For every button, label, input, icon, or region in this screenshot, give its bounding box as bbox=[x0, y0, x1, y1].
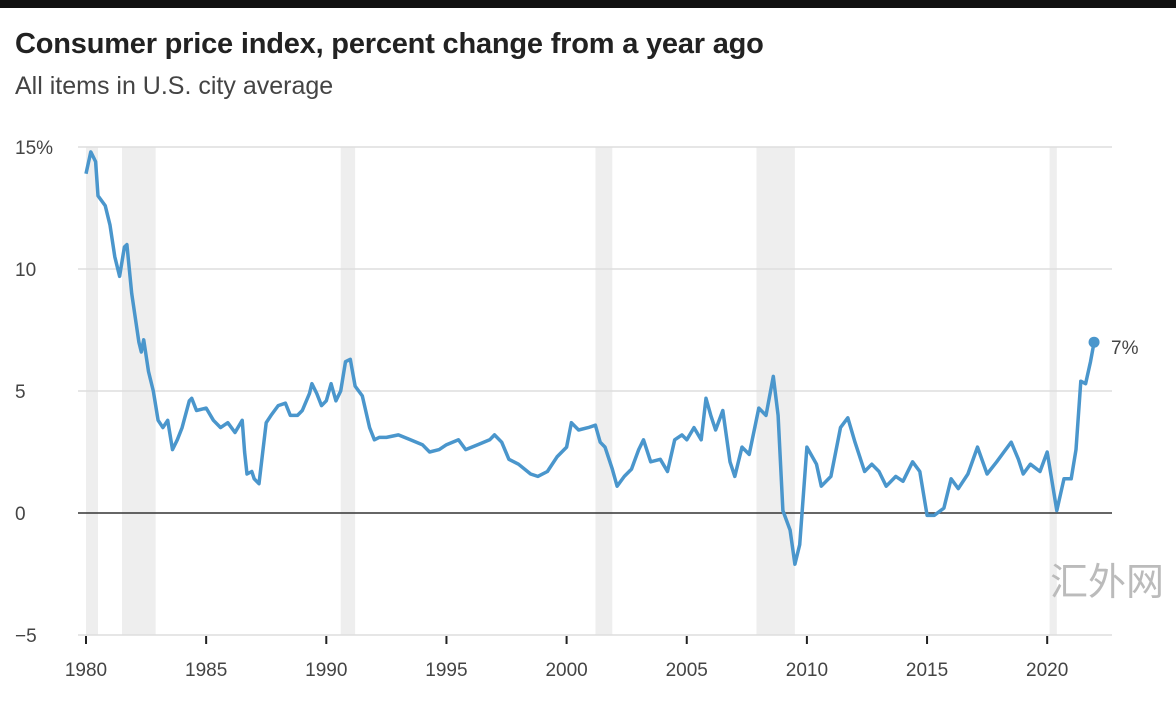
watermark: 汇外网 bbox=[1050, 560, 1165, 604]
x-tick-label: 2015 bbox=[906, 660, 948, 681]
x-tick-label: 2010 bbox=[786, 660, 828, 681]
x-tick-label: 1995 bbox=[425, 660, 467, 681]
x-tick-label: 2000 bbox=[545, 660, 587, 681]
x-tick-label: 2020 bbox=[1026, 660, 1068, 681]
top-bar bbox=[0, 0, 1176, 8]
y-tick-label: −5 bbox=[15, 626, 37, 647]
end-value-label: 7% bbox=[1111, 338, 1139, 359]
x-tick-label: 1985 bbox=[185, 660, 227, 681]
y-tick-label: 0 bbox=[15, 504, 26, 525]
x-tick-label: 2005 bbox=[666, 660, 708, 681]
chart-subtitle: All items in U.S. city average bbox=[15, 72, 334, 100]
chart-title: Consumer price index, percent change fro… bbox=[15, 28, 764, 60]
cpi-series-line bbox=[84, 150, 1096, 566]
x-tick-label: 1980 bbox=[65, 660, 107, 681]
y-tick-label: 15% bbox=[15, 138, 53, 159]
y-tick-label: 10 bbox=[15, 260, 36, 281]
y-tick-label: 5 bbox=[15, 382, 26, 403]
latest-value-dot bbox=[1088, 336, 1100, 348]
x-tick-label: 1990 bbox=[305, 660, 347, 681]
